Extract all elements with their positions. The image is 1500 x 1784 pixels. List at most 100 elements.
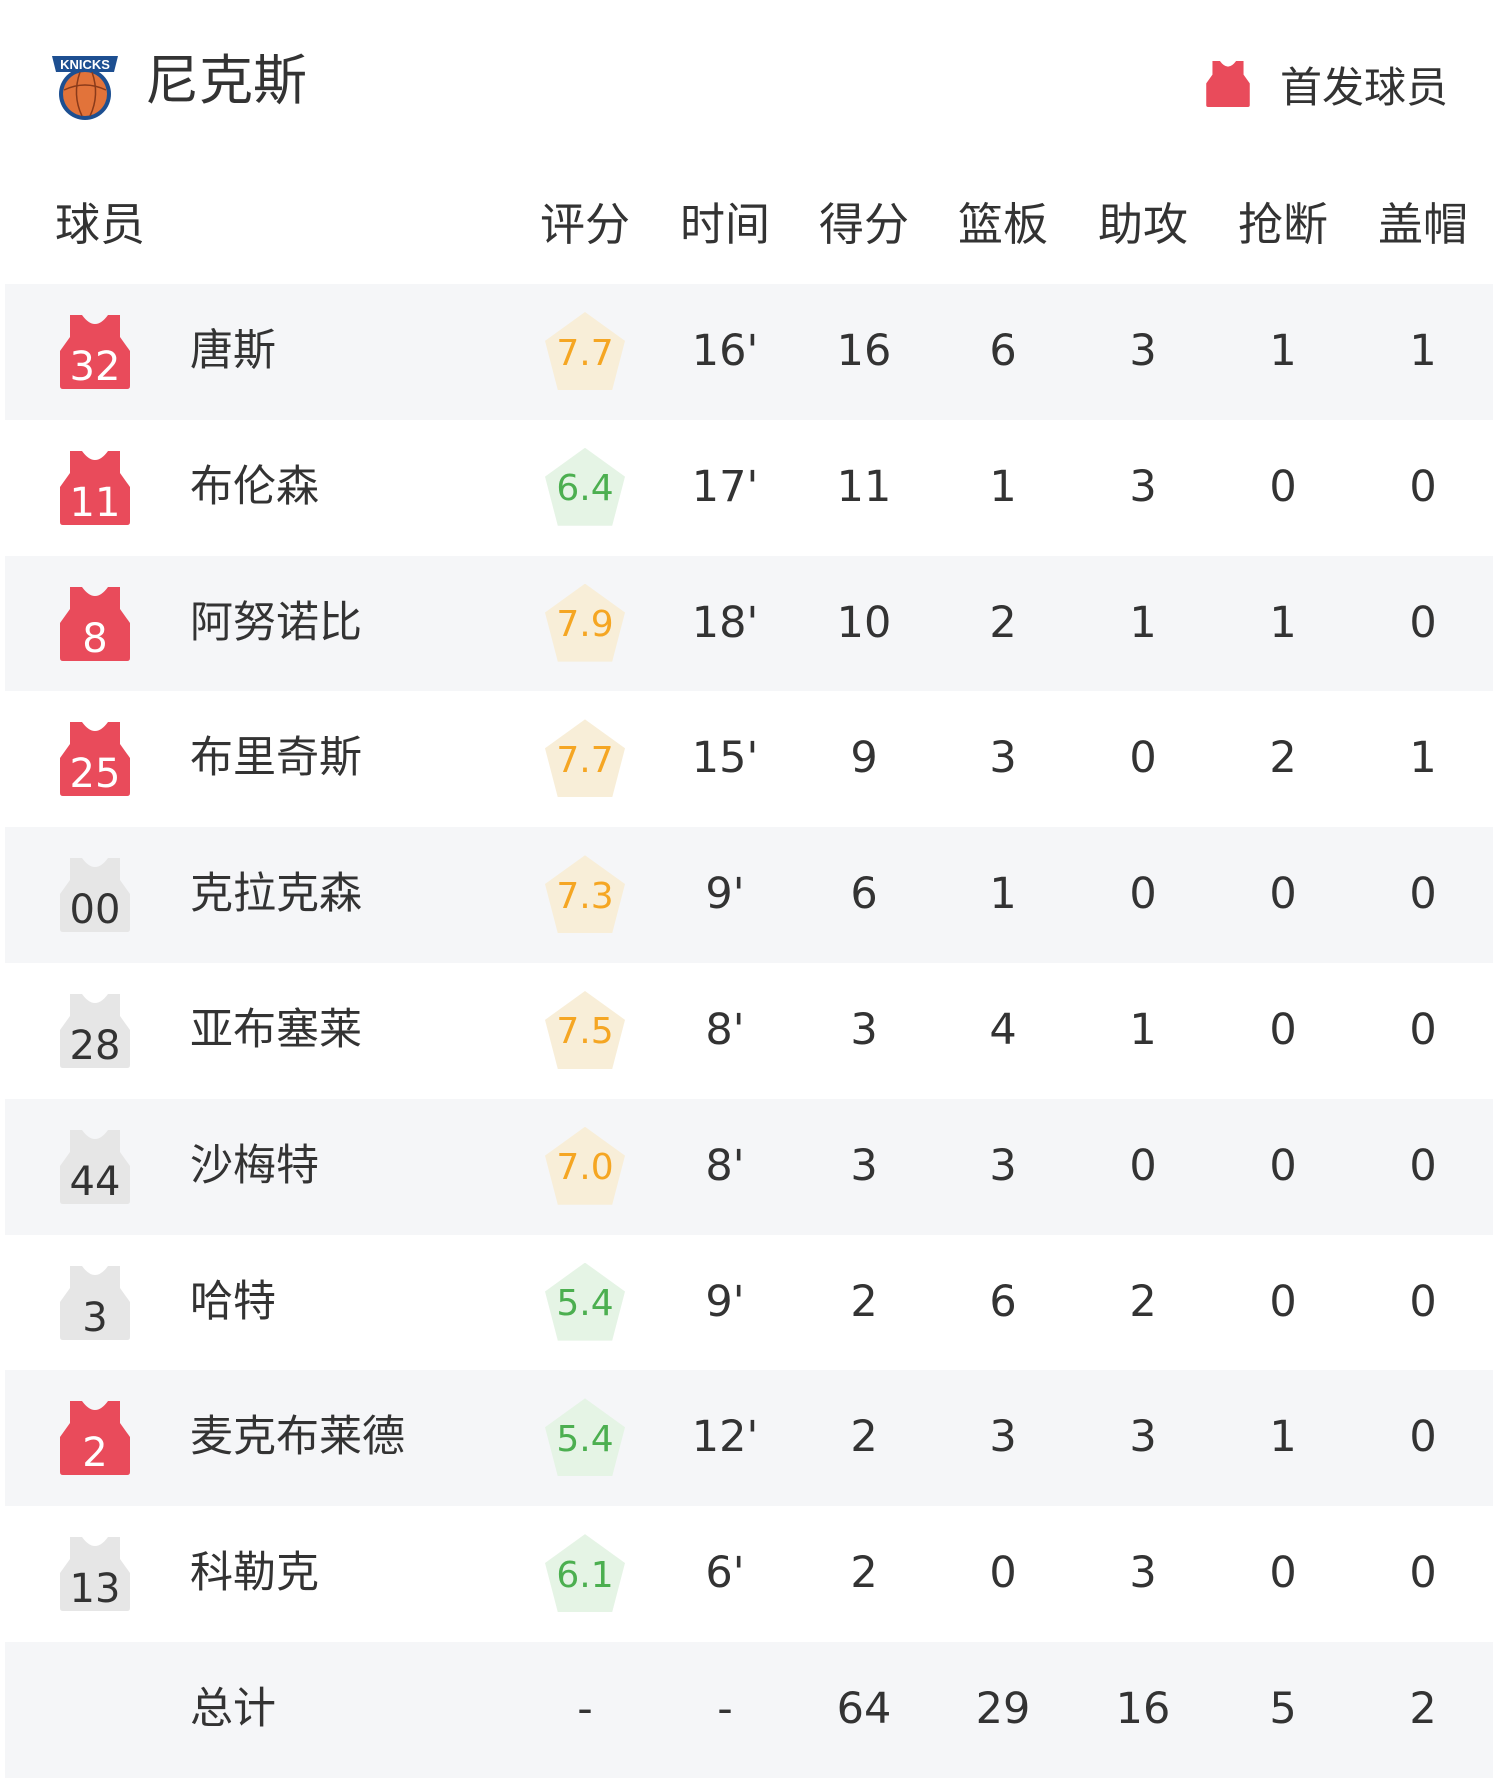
jersey-icon: [60, 1537, 130, 1612]
totals-points: 64: [836, 1683, 892, 1734]
jersey-icon: [60, 586, 130, 661]
player-name[interactable]: 沙梅特: [190, 1140, 319, 1191]
stat-points: 11: [836, 461, 892, 512]
rating-badge: 7.0: [545, 1126, 625, 1205]
stat-rebounds: 3: [989, 733, 1017, 784]
jersey-number-badge: 8: [60, 586, 130, 661]
jersey-icon: [60, 722, 130, 797]
table-row[interactable]: 2 麦克布莱德 5.4 12' 2 3 3 1 0: [5, 1370, 1493, 1507]
table-header: 球员 评分 时间 得分 篮板 助攻 抢断 盖帽: [0, 190, 1500, 260]
totals-rating: -: [577, 1683, 593, 1734]
jersey-number-badge: 2: [60, 1401, 130, 1477]
jersey-number: 3: [82, 1294, 108, 1341]
stat-blocks: 1: [1409, 733, 1437, 784]
table-row[interactable]: 44 沙梅特 7.0 8' 3 3 0 0 0: [5, 1098, 1493, 1235]
stat-blocks: 0: [1409, 1548, 1437, 1599]
player-name[interactable]: 阿努诺比: [190, 597, 362, 648]
stat-rebounds: 2: [989, 597, 1017, 648]
player-stats-table: 32 唐斯 7.7 16' 16 6 3 1 1 11 布伦森 6.4 17' 11 1 3 0 0 8 阿努诺比 7.…: [5, 284, 1493, 1778]
table-row[interactable]: 25 布里奇斯 7.7 15' 9 3 0 2 1: [5, 691, 1493, 827]
rating-badge: 7.5: [545, 990, 625, 1069]
stat-blocks: 0: [1409, 597, 1437, 648]
player-name[interactable]: 哈特: [190, 1276, 276, 1327]
player-name[interactable]: 麦克布莱德: [190, 1412, 405, 1463]
stat-time: 12': [691, 1412, 759, 1463]
player-name[interactable]: 布伦森: [190, 461, 319, 512]
column-player: 球员: [55, 198, 146, 251]
jersey-number: 13: [69, 1566, 121, 1613]
totals-row: 总计 - - 64 29 16 5 2: [5, 1641, 1493, 1778]
table-row[interactable]: 28 亚布塞莱 7.5 8' 3 4 1 0 0: [5, 963, 1493, 1099]
jersey-icon: [60, 858, 130, 933]
column-points: 得分: [818, 198, 910, 251]
player-name[interactable]: 布里奇斯: [190, 733, 362, 784]
stat-time: 9': [705, 1276, 745, 1327]
stat-steals: 0: [1269, 869, 1297, 920]
table-row[interactable]: 8 阿努诺比 7.9 18' 10 2 1 1 0: [5, 555, 1493, 692]
jersey-icon: [60, 450, 130, 525]
stat-blocks: 1: [1409, 326, 1437, 376]
totals-blocks: 2: [1409, 1683, 1437, 1734]
column-blocks: 盖帽: [1377, 198, 1469, 251]
stat-rebounds: 3: [989, 1412, 1017, 1463]
legend-label: 首发球员: [1279, 62, 1448, 112]
stat-steals: 2: [1269, 733, 1297, 784]
stat-time: 18': [691, 597, 759, 648]
stat-points: 2: [850, 1412, 878, 1463]
player-name[interactable]: 克拉克森: [190, 869, 362, 920]
totals-rebounds: 29: [975, 1683, 1031, 1734]
column-rating: 评分: [539, 198, 631, 251]
stat-steals: 1: [1269, 1412, 1297, 1463]
stat-blocks: 0: [1409, 1412, 1437, 1463]
stat-steals: 0: [1269, 1276, 1297, 1327]
stat-time: 8': [705, 1004, 745, 1055]
jersey-number-badge: 00: [60, 858, 130, 934]
stat-rebounds: 1: [989, 869, 1017, 920]
jersey-icon: [60, 993, 130, 1068]
totals-time: -: [717, 1683, 733, 1734]
jersey-icon: [60, 1401, 130, 1476]
jersey-icon: [1206, 61, 1250, 107]
jersey-number-badge: 44: [60, 1129, 130, 1205]
knicks-logo: KNICKS: [52, 56, 118, 120]
stat-time: 17': [691, 461, 759, 512]
jersey-number: 28: [69, 1022, 121, 1069]
stat-assists: 3: [1129, 1412, 1157, 1463]
rating-badge: 7.7: [545, 719, 625, 798]
rating-badge: 6.4: [545, 447, 625, 526]
stat-points: 3: [850, 1004, 878, 1055]
stat-blocks: 0: [1409, 1276, 1437, 1327]
totals-label: 总计: [190, 1683, 276, 1734]
jersey-icon: [60, 1265, 130, 1340]
stat-blocks: 0: [1409, 461, 1437, 512]
stat-rebounds: 0: [989, 1548, 1017, 1599]
stat-steals: 1: [1269, 597, 1297, 648]
table-row[interactable]: 00 克拉克森 7.3 9' 6 1 0 0 0: [5, 827, 1493, 963]
player-name[interactable]: 唐斯: [190, 326, 276, 376]
jersey-number: 44: [69, 1158, 121, 1205]
jersey-number: 00: [69, 887, 121, 934]
table-row[interactable]: 3 哈特 5.4 9' 2 6 2 0 0: [5, 1235, 1493, 1371]
table-row[interactable]: 13 科勒克 6.1 6' 2 0 3 0 0: [5, 1506, 1493, 1642]
column-rebounds: 篮板: [957, 198, 1049, 251]
jersey-number-badge: 13: [60, 1537, 130, 1613]
totals-steals: 5: [1269, 1683, 1297, 1734]
stat-rebounds: 6: [989, 326, 1017, 376]
table-row[interactable]: 11 布伦森 6.4 17' 11 1 3 0 0: [5, 420, 1493, 556]
table-row[interactable]: 32 唐斯 7.7 16' 16 6 3 1 1: [5, 284, 1493, 420]
stat-rebounds: 3: [989, 1140, 1017, 1191]
jersey-number-badge: 32: [60, 315, 130, 389]
stat-steals: 1: [1269, 326, 1297, 376]
stat-points: 3: [850, 1140, 878, 1191]
stat-points: 9: [850, 733, 878, 784]
stat-steals: 0: [1269, 1548, 1297, 1599]
team-name: 尼克斯: [145, 49, 307, 112]
jersey-icon: [60, 315, 130, 389]
stat-steals: 0: [1269, 1140, 1297, 1191]
jersey-number: 25: [69, 751, 121, 798]
player-name[interactable]: 亚布塞莱: [190, 1004, 362, 1055]
rating-badge: 7.7: [545, 312, 625, 390]
jersey-number: 2: [82, 1430, 108, 1477]
player-name[interactable]: 科勒克: [190, 1548, 319, 1599]
stat-time: 15': [691, 733, 759, 784]
